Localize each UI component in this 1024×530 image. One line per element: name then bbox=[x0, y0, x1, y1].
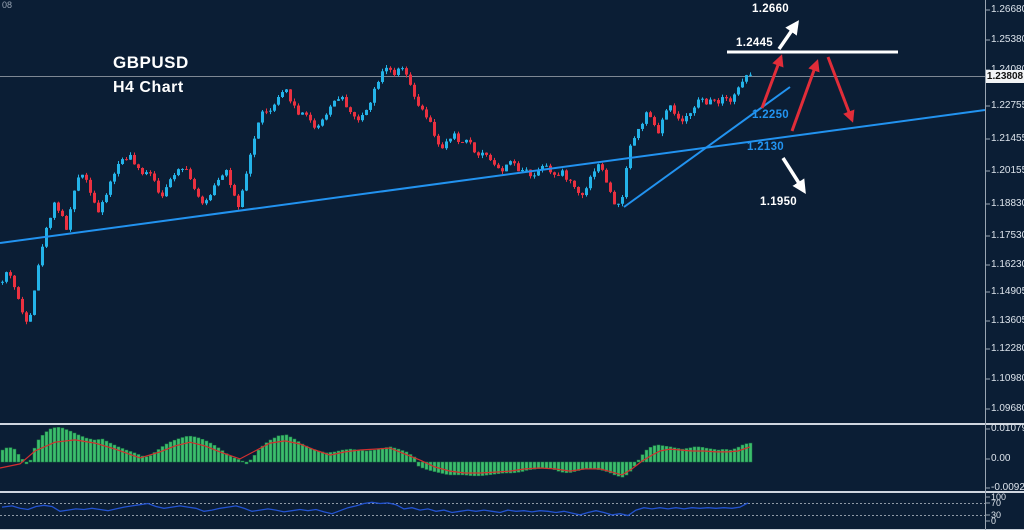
price-annotation-label: 1.1950 bbox=[760, 196, 797, 208]
symbol-title: GBPUSD bbox=[113, 53, 189, 72]
axis-tick-label: 1.21455 bbox=[991, 133, 1024, 144]
axis-tick-label: 1.18830 bbox=[991, 198, 1024, 209]
axis-tick-label: 1.12280 bbox=[991, 343, 1024, 354]
axis-tick-label: 1.14905 bbox=[991, 286, 1024, 297]
axis-tick-label: 1.24080 bbox=[991, 64, 1024, 75]
axis-tick-label: 1.22755 bbox=[991, 100, 1024, 111]
axis-tick-label: 1.16230 bbox=[991, 259, 1024, 270]
axis-tick-label: 1.13605 bbox=[991, 315, 1024, 326]
axis-tick-label: 1.10980 bbox=[991, 373, 1024, 384]
axis-tick-label: 0 bbox=[991, 516, 997, 526]
corner-text: 08 bbox=[2, 0, 13, 10]
price-annotation-label: 1.2445 bbox=[736, 37, 773, 49]
timeframe-label: H4 Chart bbox=[113, 79, 184, 96]
current-price-badge: 1.23808 bbox=[986, 70, 1024, 83]
axis-tick-label: 1.26680 bbox=[991, 4, 1024, 15]
axis-tick-label: 1.09680 bbox=[991, 403, 1024, 414]
axis-tick-label: 1.20155 bbox=[991, 165, 1024, 176]
axis-tick-label: 1.25380 bbox=[991, 34, 1024, 45]
price-annotation-label: 1.2660 bbox=[752, 3, 789, 15]
price-annotation-label: 1.2130 bbox=[747, 141, 784, 153]
axis-tick-label: 100 bbox=[991, 492, 1007, 502]
price-annotation-label: 1.2250 bbox=[752, 109, 789, 121]
axis-tick-label: 0.010791 bbox=[991, 423, 1024, 434]
axis-tick-label: 0.00 bbox=[991, 453, 1011, 464]
axis-tick-label: -0.009225 bbox=[991, 482, 1024, 493]
axis-tick-label: 70 bbox=[991, 498, 1002, 508]
axis-tick-label: 1.17530 bbox=[991, 230, 1024, 241]
axis-tick-label: 30 bbox=[991, 510, 1002, 520]
